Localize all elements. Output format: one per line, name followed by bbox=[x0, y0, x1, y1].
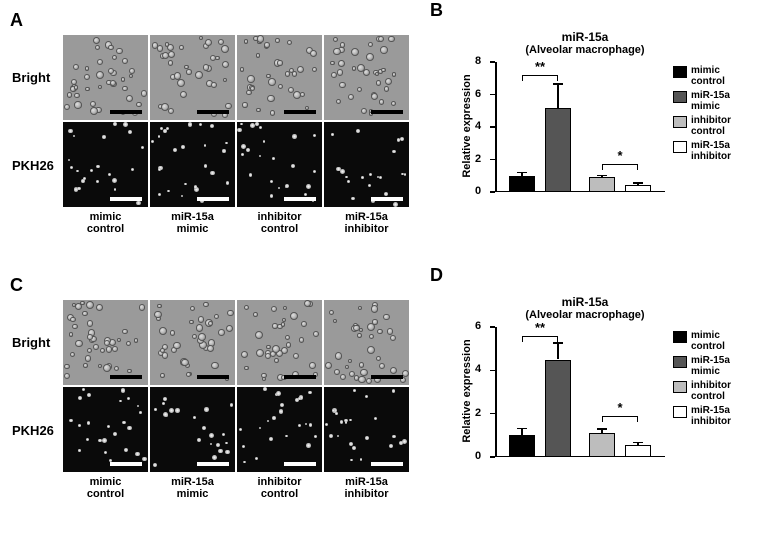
legend-text: miR-15ainhibitor bbox=[691, 140, 731, 162]
chart-bar bbox=[509, 176, 535, 192]
legend-swatch bbox=[673, 66, 687, 78]
micrograph-col-label: miR-15ainhibitor bbox=[345, 211, 389, 235]
micrograph-pkh bbox=[63, 387, 148, 472]
y-tick-label: 2 bbox=[475, 153, 487, 165]
row-label-pkh-a: PKH26 bbox=[12, 158, 54, 173]
chart-d: miR-15a(Alveolar macrophage)0246Relative… bbox=[455, 295, 685, 457]
legend-item: miR-15amimic bbox=[673, 355, 731, 377]
micrograph-col-label: mimiccontrol bbox=[87, 211, 124, 235]
legend-item: miR-15ainhibitor bbox=[673, 405, 731, 427]
micrograph-col-label: miR-15ainhibitor bbox=[345, 476, 389, 500]
chart-title: miR-15a bbox=[485, 30, 685, 44]
legend-item: miR-15ainhibitor bbox=[673, 140, 731, 162]
chart-subtitle: (Alveolar macrophage) bbox=[485, 309, 685, 321]
y-tick-label: 2 bbox=[475, 407, 487, 419]
legend-text: inhibitorcontrol bbox=[691, 115, 731, 137]
micrograph-col-label: mimiccontrol bbox=[87, 476, 124, 500]
micrograph-pkh bbox=[324, 122, 409, 207]
chart-legend: mimiccontrol miR-15amimic inhibitorcontrol… bbox=[673, 65, 731, 165]
y-tick-label: 0 bbox=[475, 185, 487, 197]
micrograph-grid-c: mimiccontrol miR-15amimic inhibitorcontrol… bbox=[63, 300, 409, 500]
panel-label-b: B bbox=[430, 0, 443, 21]
panel-label-c: C bbox=[10, 275, 23, 296]
y-tick-label: 4 bbox=[475, 363, 487, 375]
chart-bar bbox=[625, 445, 651, 457]
chart-bar bbox=[509, 435, 535, 457]
legend-swatch bbox=[673, 356, 687, 368]
micrograph-grid-a: mimiccontrol miR-15amimic inhibitorcontrol… bbox=[63, 35, 409, 235]
legend-item: mimiccontrol bbox=[673, 65, 731, 87]
legend-item: mimiccontrol bbox=[673, 330, 731, 352]
legend-text: miR-15amimic bbox=[691, 355, 730, 377]
micrograph-bright bbox=[63, 35, 148, 120]
legend-item: inhibitorcontrol bbox=[673, 380, 731, 402]
micrograph-pkh bbox=[237, 122, 322, 207]
chart-bar bbox=[545, 360, 571, 458]
panel-label-d: D bbox=[430, 265, 443, 286]
legend-text: mimiccontrol bbox=[691, 65, 725, 87]
micrograph-col-label: inhibitorcontrol bbox=[258, 211, 302, 235]
chart-bar bbox=[589, 433, 615, 457]
legend-item: inhibitorcontrol bbox=[673, 115, 731, 137]
micrograph-bright bbox=[63, 300, 148, 385]
y-tick-label: 8 bbox=[475, 55, 487, 67]
chart-bar bbox=[545, 108, 571, 193]
micrograph-bright bbox=[237, 300, 322, 385]
micrograph-bright bbox=[150, 300, 235, 385]
micrograph-pkh bbox=[150, 387, 235, 472]
micrograph-bright bbox=[324, 300, 409, 385]
panel-label-a: A bbox=[10, 10, 23, 31]
row-label-bright-a: Bright bbox=[12, 70, 50, 85]
y-tick-label: 6 bbox=[475, 88, 487, 100]
micrograph-pkh bbox=[237, 387, 322, 472]
micrograph-bright bbox=[150, 35, 235, 120]
micrograph-bright bbox=[324, 35, 409, 120]
sig-label: ** bbox=[522, 320, 558, 335]
legend-swatch bbox=[673, 406, 687, 418]
chart-title: miR-15a bbox=[485, 295, 685, 309]
legend-text: miR-15ainhibitor bbox=[691, 405, 731, 427]
micrograph-col-label: miR-15amimic bbox=[171, 211, 214, 235]
micrograph-pkh bbox=[150, 122, 235, 207]
micrograph-pkh bbox=[63, 122, 148, 207]
legend-text: miR-15amimic bbox=[691, 90, 730, 112]
micrograph-bright bbox=[237, 35, 322, 120]
micrograph-col-label: inhibitorcontrol bbox=[258, 476, 302, 500]
legend-item: miR-15amimic bbox=[673, 90, 731, 112]
row-label-bright-c: Bright bbox=[12, 335, 50, 350]
micrograph-pkh bbox=[324, 387, 409, 472]
sig-label: * bbox=[602, 148, 638, 163]
chart-b: miR-15a(Alveolar macrophage)02468Relativ… bbox=[455, 30, 685, 192]
legend-swatch bbox=[673, 331, 687, 343]
row-label-pkh-c: PKH26 bbox=[12, 423, 54, 438]
legend-text: mimiccontrol bbox=[691, 330, 725, 352]
y-tick-label: 6 bbox=[475, 320, 487, 332]
chart-bar bbox=[589, 177, 615, 192]
legend-text: inhibitorcontrol bbox=[691, 380, 731, 402]
sig-label: ** bbox=[522, 59, 558, 74]
sig-label: * bbox=[602, 400, 638, 415]
legend-swatch bbox=[673, 116, 687, 128]
legend-swatch bbox=[673, 141, 687, 153]
y-tick-label: 4 bbox=[475, 120, 487, 132]
y-axis-label: Relative expression bbox=[461, 326, 473, 456]
chart-subtitle: (Alveolar macrophage) bbox=[485, 44, 685, 56]
chart-bar bbox=[625, 185, 651, 192]
legend-swatch bbox=[673, 91, 687, 103]
y-tick-label: 0 bbox=[475, 450, 487, 462]
micrograph-col-label: miR-15amimic bbox=[171, 476, 214, 500]
legend-swatch bbox=[673, 381, 687, 393]
chart-legend: mimiccontrol miR-15amimic inhibitorcontrol… bbox=[673, 330, 731, 430]
y-axis-label: Relative expression bbox=[461, 61, 473, 191]
